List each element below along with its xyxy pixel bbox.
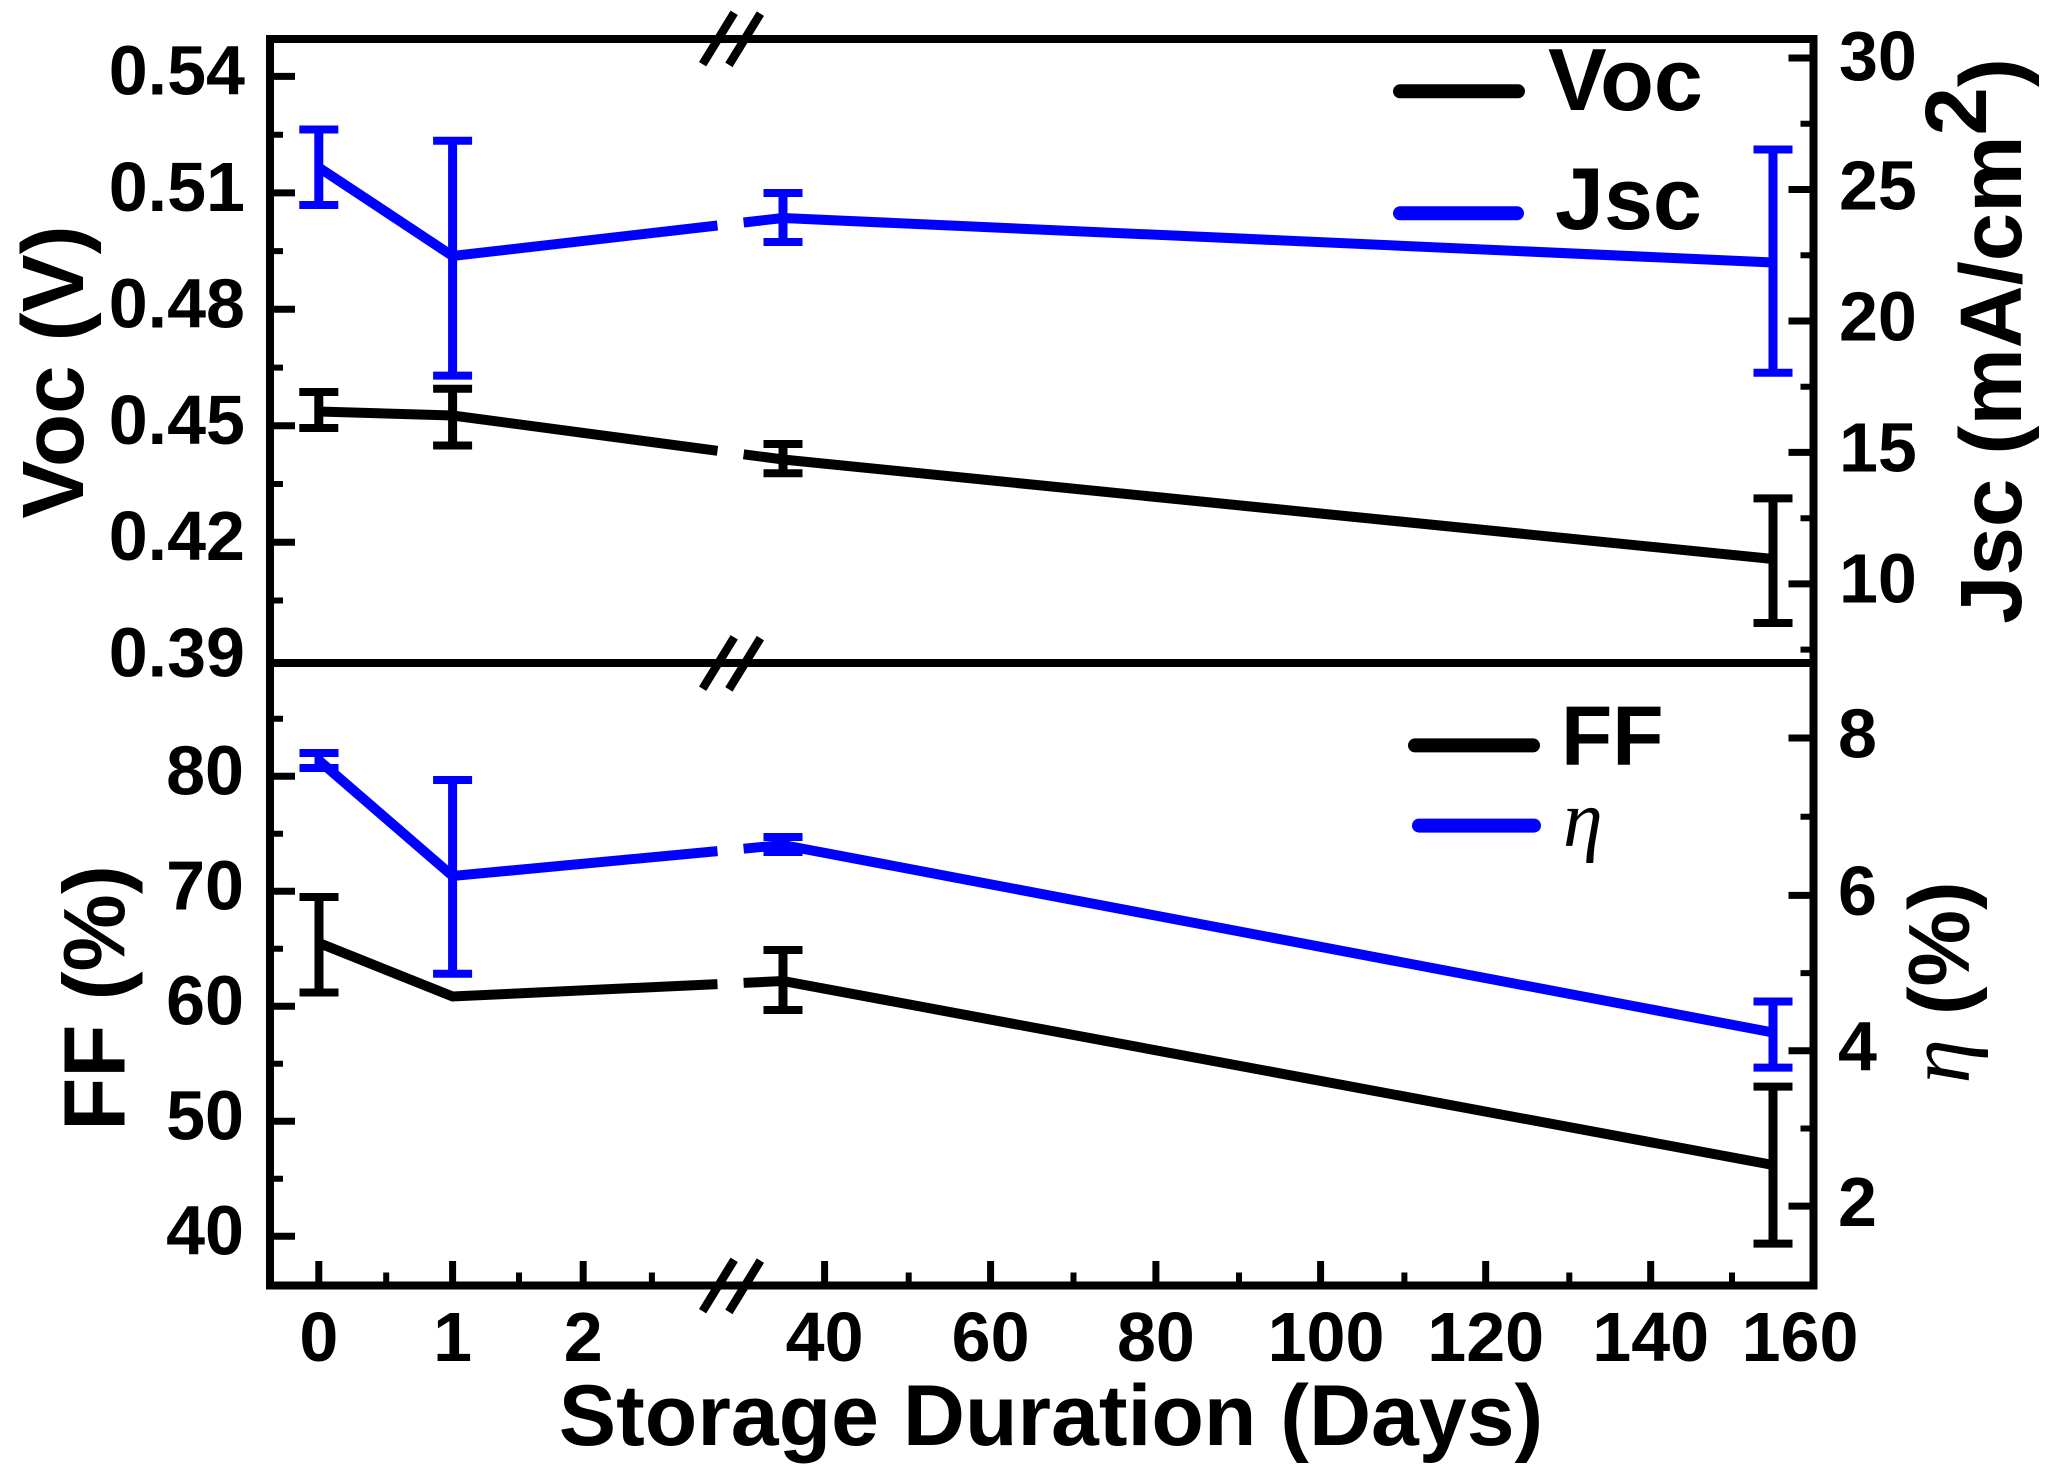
svg-text:Voc (V): Voc (V): [5, 225, 102, 518]
svg-text:0: 0: [299, 1298, 338, 1376]
svg-text:10: 10: [1839, 540, 1917, 618]
svg-text:8: 8: [1838, 695, 1877, 773]
svg-text:0.51: 0.51: [109, 148, 245, 226]
svg-text:120: 120: [1427, 1298, 1544, 1376]
svg-text:0.42: 0.42: [109, 497, 245, 575]
svg-text:FF (%): FF (%): [47, 865, 144, 1131]
svg-text:80: 80: [1117, 1298, 1195, 1376]
svg-text:40: 40: [786, 1298, 864, 1376]
svg-text:80: 80: [166, 732, 244, 810]
svg-text:FF: FF: [1561, 689, 1664, 783]
svg-text:140: 140: [1592, 1298, 1709, 1376]
svg-text:60: 60: [952, 1298, 1030, 1376]
svg-text:15: 15: [1839, 409, 1917, 487]
svg-text:Voc: Voc: [1548, 30, 1703, 129]
svg-text:40: 40: [166, 1192, 244, 1270]
svg-text:50: 50: [166, 1077, 244, 1155]
svg-text:0.48: 0.48: [109, 264, 245, 342]
svg-text:20: 20: [1839, 278, 1917, 356]
svg-text:Storage Duration (Days): Storage Duration (Days): [559, 1368, 1543, 1464]
svg-text:2: 2: [1838, 1163, 1877, 1241]
svg-text:6: 6: [1838, 852, 1877, 930]
svg-text:60: 60: [166, 962, 244, 1040]
svg-text:25: 25: [1839, 147, 1917, 225]
svg-text:η: η: [1563, 776, 1603, 864]
svg-text:2: 2: [564, 1298, 603, 1376]
svg-text:100: 100: [1268, 1298, 1385, 1376]
svg-text:Jsc: Jsc: [1555, 149, 1702, 248]
svg-text:0.54: 0.54: [109, 31, 245, 109]
svg-text:η (%): η (%): [1890, 881, 1989, 1083]
svg-text:1: 1: [433, 1298, 472, 1376]
svg-text:0.39: 0.39: [109, 614, 245, 692]
svg-text:30: 30: [1839, 17, 1917, 95]
svg-text:4: 4: [1838, 1008, 1877, 1086]
svg-text:0.45: 0.45: [109, 381, 245, 459]
svg-text:70: 70: [166, 847, 244, 925]
svg-text:160: 160: [1742, 1298, 1859, 1376]
